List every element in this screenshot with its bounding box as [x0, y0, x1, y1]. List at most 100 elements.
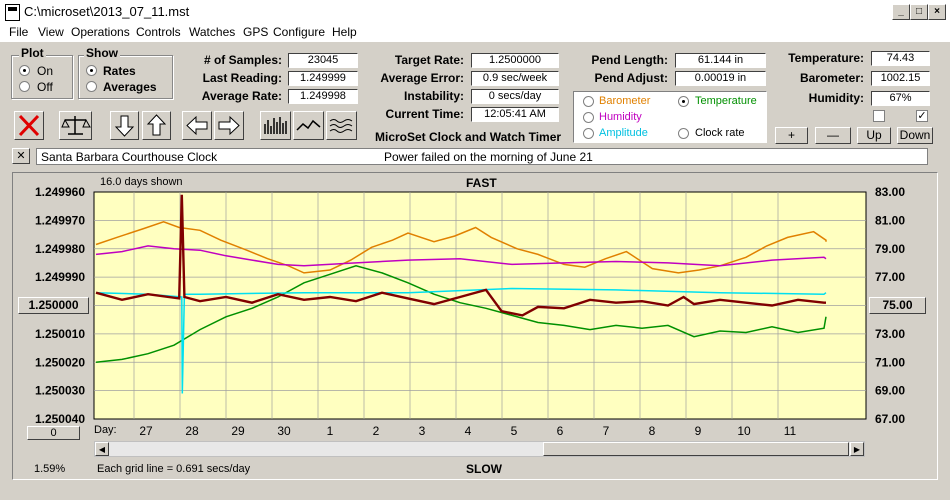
- menu-watches[interactable]: Watches: [189, 25, 236, 39]
- right-tick-label: 67.00: [875, 412, 905, 426]
- average-rate-label: Average Rate:: [201, 89, 282, 103]
- menu-help[interactable]: Help: [332, 25, 357, 39]
- last-reading-field: 1.249999: [288, 71, 358, 86]
- left-tick-label: 1.250030: [35, 384, 85, 398]
- close-icon[interactable]: ×: [928, 4, 946, 20]
- left-tick-label: 1.250020: [35, 355, 85, 369]
- app-icon[interactable]: [5, 4, 20, 21]
- scroll-left-icon[interactable]: ◀: [95, 442, 109, 456]
- amplitude-radio[interactable]: [583, 128, 594, 139]
- wave-icon: [329, 119, 353, 133]
- right-tick-label: 77.00: [875, 270, 905, 284]
- fast-label: FAST: [466, 176, 497, 190]
- show-rates-label[interactable]: Rates: [103, 64, 136, 78]
- plot-on-label[interactable]: On: [37, 64, 54, 78]
- temperature-label: Temperature:: [788, 51, 864, 65]
- right-arrow-button[interactable]: [214, 111, 244, 140]
- menu-file[interactable]: File: [9, 25, 29, 39]
- show-averages-label[interactable]: Averages: [103, 80, 157, 94]
- up-arrow-button[interactable]: [142, 111, 171, 140]
- show-rates-radio[interactable]: [86, 65, 97, 76]
- left-tick-label: 1.250040: [35, 412, 85, 426]
- minimize-icon[interactable]: _: [892, 4, 910, 20]
- scroll-right-icon[interactable]: ▶: [850, 442, 864, 456]
- samples-label: # of Samples:: [203, 53, 282, 67]
- up-button[interactable]: Up: [857, 127, 891, 144]
- horizontal-scrollbar[interactable]: ◀ ▶: [94, 441, 865, 457]
- day-tick-label: 5: [511, 424, 518, 438]
- barometer-radio[interactable]: [583, 96, 594, 107]
- clock-rate-radio[interactable]: [678, 128, 689, 139]
- pend-adjust-field: 0.00019 in: [675, 71, 766, 86]
- day-tick-label: 3: [419, 424, 426, 438]
- clock-rate-option[interactable]: Clock rate: [695, 127, 745, 139]
- checkbox-left[interactable]: [873, 110, 885, 122]
- arrow-down-icon: [114, 115, 135, 137]
- humidity-radio[interactable]: [583, 112, 594, 123]
- plot-off-label[interactable]: Off: [37, 80, 53, 94]
- menu-view[interactable]: View: [38, 25, 64, 39]
- barometer-field: 1002.15: [871, 71, 930, 86]
- clear-note-button[interactable]: ✕: [12, 148, 30, 164]
- menu-configure[interactable]: Configure: [273, 25, 326, 39]
- histogram-button[interactable]: [260, 111, 291, 140]
- series-line-clock-rate: [95, 194, 826, 317]
- current-time-label: Current Time:: [385, 107, 464, 121]
- day-axis-label: Day:: [94, 424, 117, 436]
- wave-button[interactable]: [326, 111, 357, 140]
- line-graph-button[interactable]: [293, 111, 324, 140]
- stop-button[interactable]: [14, 111, 44, 140]
- average-error-field: 0.9 sec/week: [471, 71, 559, 86]
- temperature-radio[interactable]: [678, 96, 689, 107]
- humidity-label: Humidity:: [808, 91, 864, 105]
- day-tick-label: 1: [327, 424, 334, 438]
- pend-adjust-label: Pend Adjust:: [594, 71, 668, 85]
- right-tick-label: 71.00: [875, 355, 905, 369]
- menu-gps[interactable]: GPS: [243, 25, 269, 39]
- clock-name: Santa Barbara Courthouse Clock: [41, 150, 218, 164]
- day-tick-label: 28: [185, 424, 199, 438]
- series-line-barometer: [95, 221, 827, 274]
- day-tick-label: 8: [649, 424, 656, 438]
- note-text: Power failed on the morning of June 21: [384, 150, 593, 164]
- down-button[interactable]: Down: [897, 127, 933, 144]
- target-rate-field[interactable]: 1.2500000: [471, 53, 559, 68]
- day-tick-label: 6: [557, 424, 564, 438]
- instability-label: Instability:: [403, 89, 464, 103]
- left-tick-label: 1.250010: [35, 327, 85, 341]
- right-tick-label: 69.00: [875, 384, 905, 398]
- average-rate-field: 1.249998: [288, 89, 358, 104]
- left-axis-spin[interactable]: 1.250000: [18, 297, 89, 314]
- right-tick-label: 81.00: [875, 213, 905, 227]
- slow-label: SLOW: [466, 462, 502, 476]
- humidity-field: 67%: [871, 91, 930, 106]
- day-tick-label: 4: [465, 424, 472, 438]
- histogram-icon: [264, 117, 287, 134]
- right-axis-spin[interactable]: 75.00: [869, 297, 926, 314]
- bottom-spin[interactable]: 0: [27, 426, 80, 440]
- note-bar[interactable]: Santa Barbara Courthouse Clock Power fai…: [36, 148, 928, 165]
- pend-length-label: Pend Length:: [591, 53, 668, 67]
- temperature-option[interactable]: Temperature: [695, 95, 757, 107]
- balance-button[interactable]: [59, 111, 92, 140]
- down-arrow-button[interactable]: [110, 111, 139, 140]
- pend-length-field[interactable]: 61.144 in: [675, 53, 766, 68]
- day-tick-label: 2: [373, 424, 380, 438]
- checkbox-right[interactable]: ✓: [916, 110, 928, 122]
- left-tick-label: 1.249980: [35, 242, 85, 256]
- maximize-icon[interactable]: □: [910, 4, 928, 20]
- plot-on-radio[interactable]: [19, 65, 30, 76]
- right-tick-label: 73.00: [875, 327, 905, 341]
- minus-button[interactable]: —: [815, 127, 851, 144]
- plus-button[interactable]: +: [775, 127, 808, 144]
- show-averages-radio[interactable]: [86, 81, 97, 92]
- left-arrow-button[interactable]: [182, 111, 212, 140]
- menu-operations[interactable]: Operations: [71, 25, 130, 39]
- scroll-thumb[interactable]: [543, 442, 849, 456]
- menu-controls[interactable]: Controls: [136, 25, 181, 39]
- humidity-option[interactable]: Humidity: [599, 111, 642, 123]
- barometer-option[interactable]: Barometer: [599, 95, 651, 107]
- amplitude-option[interactable]: Amplitude: [599, 127, 648, 139]
- plot-off-radio[interactable]: [19, 81, 30, 92]
